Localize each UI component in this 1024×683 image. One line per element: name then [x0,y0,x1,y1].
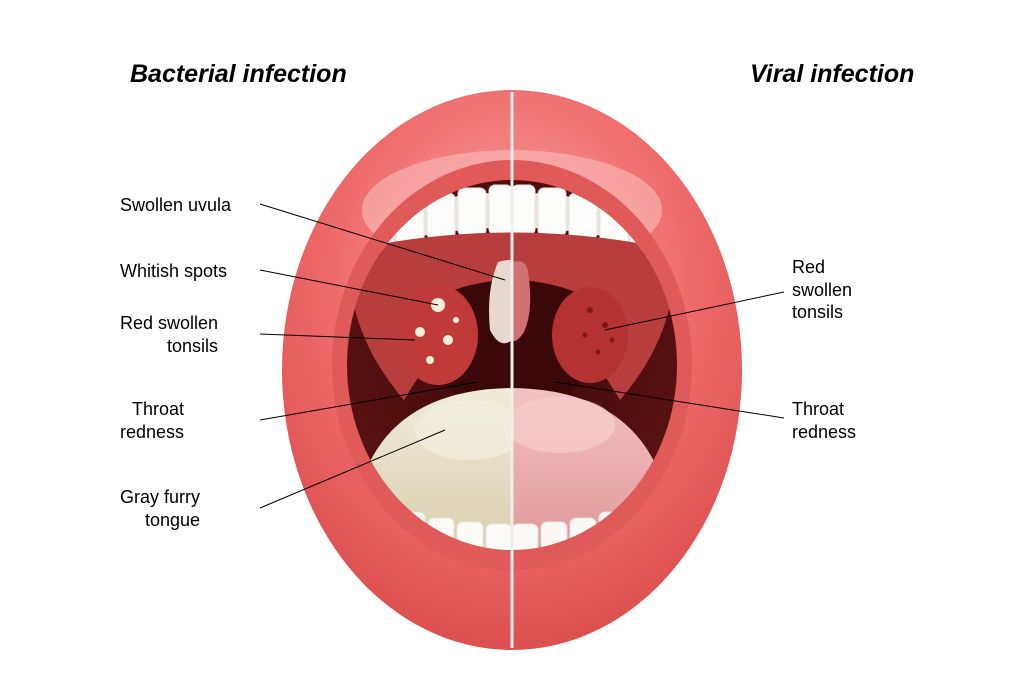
label-gray-furry-tongue: Gray furry tongue [120,486,200,531]
label-throat-redness-viral: Throat redness [792,398,856,443]
title-bacterial: Bacterial infection [130,60,347,89]
title-viral: Viral infection [750,60,914,89]
label-throat-redness: Throat redness [120,398,184,443]
label-red-swollen-tonsils-viral: Red swollen tonsils [792,256,852,324]
label-red-swollen-tonsils: Red swollen tonsils [120,312,218,357]
label-swollen-uvula: Swollen uvula [120,194,231,217]
label-whitish-spots: Whitish spots [120,260,227,283]
tonsil-viral [552,287,628,383]
